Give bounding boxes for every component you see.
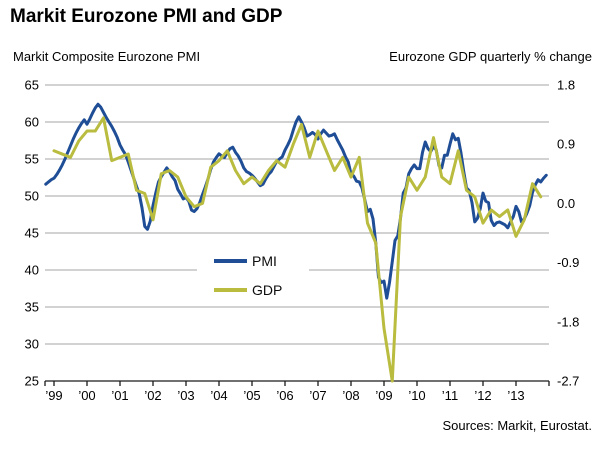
right-axis-tick-label: -0.9 xyxy=(557,255,579,270)
gdp-legend-label: GDP xyxy=(252,282,283,298)
x-axis-year-label: ’99 xyxy=(45,388,62,403)
legend-item-pmi: PMI xyxy=(197,251,277,271)
x-axis-year-label: ’04 xyxy=(210,388,227,403)
x-axis-year-label: ’09 xyxy=(375,388,392,403)
right-axis-tick-label: -2.7 xyxy=(557,374,579,389)
pmi-legend-swatch xyxy=(214,259,247,263)
left-axis-tick-label: 60 xyxy=(25,115,39,130)
legend: PMI GDP xyxy=(197,249,309,305)
gdp-legend-swatch xyxy=(214,288,247,292)
right-axis-title: Eurozone GDP quarterly % change xyxy=(389,49,592,64)
x-axis-year-label: ’10 xyxy=(408,388,425,403)
left-axis-tick-label: 55 xyxy=(25,152,39,167)
left-axis-tick-label: 50 xyxy=(25,189,39,204)
pmi-legend-label: PMI xyxy=(252,253,277,269)
x-axis-year-label: ’05 xyxy=(243,388,260,403)
x-axis-year-label: ’13 xyxy=(507,388,524,403)
x-axis-year-label: ’02 xyxy=(144,388,161,403)
x-axis-year-label: ’01 xyxy=(111,388,128,403)
legend-item-gdp: GDP xyxy=(197,280,282,300)
right-axis-tick-label: 0.0 xyxy=(557,196,575,211)
left-axis-tick-label: 30 xyxy=(25,337,39,352)
x-axis-year-label: ’11 xyxy=(442,388,458,403)
gdp-line xyxy=(52,116,543,383)
x-axis-year-label: ’06 xyxy=(276,388,293,403)
x-axis-year-label: ’08 xyxy=(342,388,359,403)
right-axis-tick-label: 0.9 xyxy=(557,137,575,152)
right-axis-tick-label: -1.8 xyxy=(557,314,579,329)
x-axis-year-label: ’00 xyxy=(78,388,95,403)
left-axis-title: Markit Composite Eurozone PMI xyxy=(13,49,201,64)
x-axis-year-label: ’03 xyxy=(177,388,194,403)
left-axis-tick-label: 40 xyxy=(25,263,39,278)
chart-title: Markit Eurozone PMI and GDP xyxy=(10,6,283,27)
x-axis-year-label: ’12 xyxy=(474,388,491,403)
left-axis-tick-label: 65 xyxy=(25,78,39,93)
left-axis-tick-label: 25 xyxy=(25,374,39,389)
right-axis-tick-label: 1.8 xyxy=(557,78,575,93)
source-note: Sources: Markit, Eurostat. xyxy=(442,418,592,433)
left-axis-tick-label: 35 xyxy=(25,300,39,315)
left-axis-tick-label: 45 xyxy=(25,226,39,241)
x-axis-year-label: ’07 xyxy=(309,388,326,403)
